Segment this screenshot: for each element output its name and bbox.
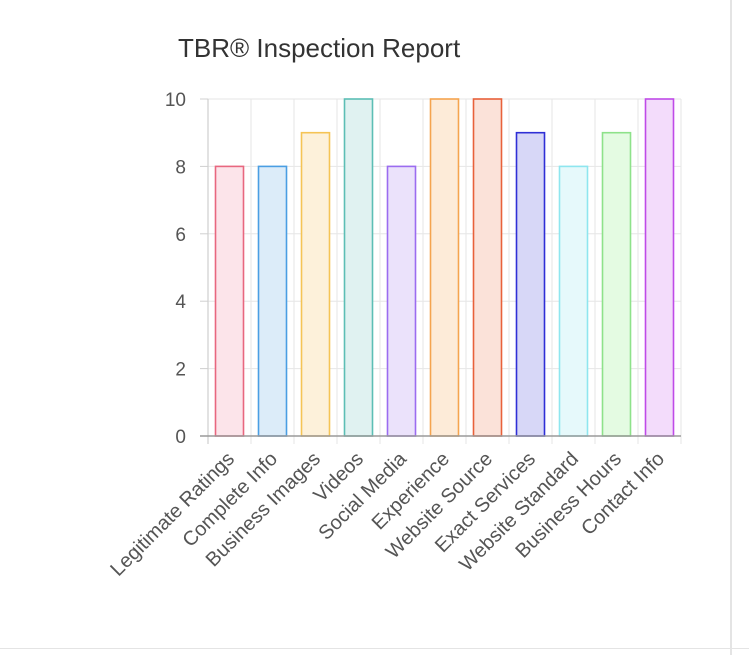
bar-website-standard	[558, 165, 589, 437]
bar-website-source	[472, 98, 503, 437]
bar-videos	[343, 98, 374, 437]
y-tick-label-2: 2	[175, 360, 186, 381]
y-tick-label-8: 8	[175, 157, 186, 178]
y-tick-label-4: 4	[175, 292, 186, 313]
y-tick-label-0: 0	[175, 427, 186, 448]
bar-complete-info	[257, 165, 288, 437]
bar-business-hours	[601, 131, 632, 437]
axes	[200, 98, 681, 444]
bar-legitimate-ratings	[214, 165, 245, 437]
bar-business-images	[300, 131, 331, 437]
y-tick-labels: 0 2 4 6 8 10	[165, 90, 187, 448]
y-tick-label-10: 10	[165, 90, 186, 111]
bar-exact-services	[515, 131, 546, 437]
bar-social-media	[386, 165, 417, 437]
chart-title: TBR® Inspection Report	[178, 33, 461, 63]
bar-experience	[429, 98, 460, 437]
card-edge-bottom	[0, 648, 749, 649]
card-edge-right	[730, 0, 732, 655]
bar-contact-info	[644, 98, 675, 437]
y-tick-label-6: 6	[175, 225, 186, 246]
bars	[214, 98, 675, 437]
